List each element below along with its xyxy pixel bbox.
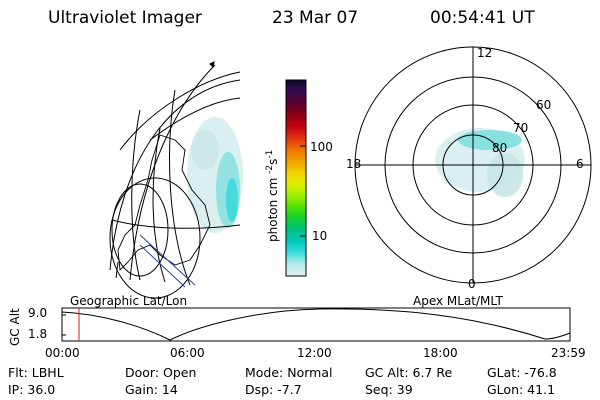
mlt-label-6: 6: [576, 157, 584, 171]
lat-circle-2: [109, 177, 201, 299]
info-glon: GLon: 41.1: [487, 382, 556, 397]
colorbar-label-10: 10: [312, 229, 328, 243]
colorbar: [285, 79, 307, 277]
meridian-1: [131, 109, 141, 281]
gc-alt-axis-label: GC Alt: [8, 308, 22, 346]
pole-marker: [209, 61, 215, 69]
lat-arc-1: [119, 71, 241, 151]
x-tick-0000: 00:00: [45, 346, 80, 360]
geographic-map: [109, 61, 243, 299]
x-tick-1200: 12:00: [297, 346, 332, 360]
info-mode: Mode: Normal: [245, 365, 333, 380]
polar-plot: [354, 46, 592, 284]
date-label: 23 Mar 07: [272, 8, 359, 28]
info-glat: GLat: -76.8: [487, 365, 557, 380]
left-aurora-oval: [187, 117, 243, 233]
time-label: 00:54:41 UT: [430, 8, 535, 28]
alt-label-min: 1.8: [28, 327, 48, 341]
info-ip: IP: 36.0: [8, 382, 56, 397]
x-tick-2359: 23:59: [551, 346, 586, 360]
limb-arc-2: [129, 64, 216, 281]
lat-arc-2: [149, 97, 241, 141]
colorbar-rect: [285, 79, 307, 277]
terminator-1: [139, 234, 196, 286]
info-flt: Flt: LBHL: [8, 365, 64, 380]
altitude-frame: [61, 307, 571, 342]
terminator-2: [139, 244, 186, 288]
peninsula: [115, 261, 119, 279]
right-aurora-oval: [435, 128, 525, 197]
info-dsp: Dsp: -7.7: [245, 382, 302, 397]
colorbar-label-100: 100: [310, 140, 333, 154]
mlt-label-12: 12: [477, 46, 493, 60]
altitude-panel: [61, 307, 571, 342]
mlt-label-0: 0: [468, 277, 476, 291]
meridian-2: [152, 127, 166, 283]
x-tick-1800: 18:00: [423, 346, 458, 360]
info-seq: Seq: 39: [365, 382, 413, 397]
info-gain: Gain: 14: [125, 382, 178, 397]
apex-panel-label: Apex MLat/MLT: [413, 294, 503, 308]
lat-label-70: 70: [513, 121, 529, 135]
colorbar-unit: photon cm -2s-1: [265, 149, 280, 242]
geographic-panel-label: Geographic Lat/Lon: [70, 294, 188, 308]
lat-circle-1: [111, 183, 169, 277]
x-tick-0600: 06:00: [170, 346, 205, 360]
instrument-title: Ultraviolet Imager: [48, 8, 202, 28]
lat-label-80: 80: [492, 141, 508, 155]
info-door: Door: Open: [125, 365, 197, 380]
mlt-label-18: 18: [346, 157, 362, 171]
lat-label-60: 60: [536, 98, 552, 112]
altitude-curve: [61, 308, 571, 341]
coastline: [117, 134, 211, 271]
meridian-3: [169, 89, 191, 286]
alt-label-max: 9.0: [28, 306, 48, 320]
info-gc-alt: GC Alt: 6.7 Re: [365, 365, 453, 380]
